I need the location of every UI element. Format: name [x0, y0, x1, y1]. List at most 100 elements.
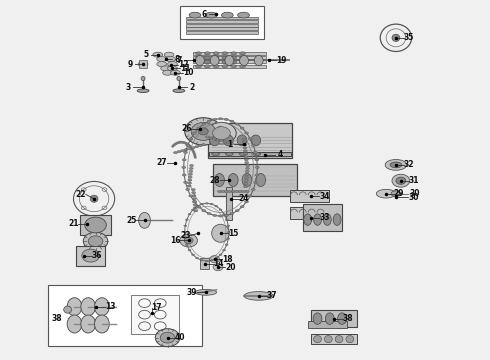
Ellipse shape	[243, 141, 246, 143]
Ellipse shape	[335, 336, 343, 343]
Ellipse shape	[155, 329, 180, 347]
Ellipse shape	[138, 62, 148, 67]
Ellipse shape	[193, 198, 196, 200]
Ellipse shape	[240, 52, 245, 55]
Ellipse shape	[245, 162, 248, 164]
Ellipse shape	[219, 215, 222, 217]
Ellipse shape	[188, 249, 191, 251]
Text: 37: 37	[267, 292, 277, 300]
Ellipse shape	[83, 232, 108, 250]
Ellipse shape	[230, 212, 234, 215]
Ellipse shape	[182, 159, 186, 161]
Ellipse shape	[180, 234, 197, 247]
Ellipse shape	[239, 153, 247, 156]
Ellipse shape	[225, 244, 228, 246]
Ellipse shape	[242, 174, 252, 186]
Ellipse shape	[160, 332, 175, 343]
Ellipse shape	[251, 188, 255, 190]
Ellipse shape	[210, 260, 213, 261]
Ellipse shape	[188, 182, 192, 184]
Ellipse shape	[193, 201, 196, 203]
Ellipse shape	[256, 174, 266, 186]
Ellipse shape	[225, 219, 228, 220]
Ellipse shape	[187, 185, 191, 187]
Ellipse shape	[210, 256, 220, 263]
Ellipse shape	[227, 225, 230, 226]
Ellipse shape	[244, 292, 273, 300]
Text: 18: 18	[222, 255, 233, 264]
Ellipse shape	[184, 181, 188, 184]
Text: 24: 24	[239, 194, 249, 203]
Ellipse shape	[240, 60, 245, 63]
Ellipse shape	[195, 146, 198, 148]
Ellipse shape	[219, 118, 222, 120]
Ellipse shape	[391, 191, 401, 197]
Text: 5: 5	[144, 50, 148, 59]
Ellipse shape	[207, 122, 236, 144]
Ellipse shape	[245, 201, 248, 203]
Text: 7: 7	[176, 56, 181, 65]
Ellipse shape	[231, 60, 237, 63]
Ellipse shape	[325, 313, 334, 324]
Ellipse shape	[202, 123, 206, 125]
Ellipse shape	[240, 127, 244, 129]
Ellipse shape	[168, 62, 177, 67]
Ellipse shape	[396, 177, 406, 184]
Ellipse shape	[188, 176, 192, 178]
Bar	[308, 321, 347, 328]
Ellipse shape	[251, 135, 261, 146]
Ellipse shape	[200, 203, 203, 205]
Ellipse shape	[231, 190, 235, 193]
Text: 36: 36	[92, 251, 102, 260]
Ellipse shape	[188, 179, 192, 181]
Ellipse shape	[224, 190, 228, 193]
Ellipse shape	[139, 212, 150, 228]
Ellipse shape	[246, 164, 250, 166]
Ellipse shape	[207, 212, 211, 215]
Ellipse shape	[245, 167, 249, 170]
Ellipse shape	[324, 336, 332, 343]
Ellipse shape	[195, 289, 217, 295]
Ellipse shape	[173, 152, 177, 154]
Ellipse shape	[244, 183, 248, 185]
Ellipse shape	[196, 52, 201, 55]
Ellipse shape	[213, 60, 219, 63]
Ellipse shape	[81, 315, 96, 333]
Text: 38: 38	[343, 314, 353, 323]
Ellipse shape	[240, 55, 248, 66]
Ellipse shape	[212, 224, 229, 242]
Text: 9: 9	[128, 60, 133, 69]
Ellipse shape	[189, 170, 193, 172]
Ellipse shape	[385, 159, 407, 170]
Ellipse shape	[213, 214, 217, 216]
Ellipse shape	[189, 195, 193, 197]
Ellipse shape	[196, 60, 201, 63]
Ellipse shape	[197, 206, 201, 208]
Ellipse shape	[244, 180, 248, 182]
Ellipse shape	[227, 238, 230, 239]
Ellipse shape	[184, 225, 187, 226]
Text: 8: 8	[175, 55, 180, 64]
Ellipse shape	[212, 153, 220, 156]
Ellipse shape	[224, 214, 228, 216]
Text: 16: 16	[170, 236, 181, 245]
Ellipse shape	[192, 254, 195, 256]
Text: 34: 34	[319, 192, 330, 201]
Ellipse shape	[184, 237, 193, 244]
Ellipse shape	[225, 153, 233, 156]
Ellipse shape	[194, 207, 197, 209]
Ellipse shape	[182, 166, 186, 168]
Ellipse shape	[166, 57, 175, 62]
Ellipse shape	[254, 55, 263, 66]
Bar	[303, 204, 342, 231]
Ellipse shape	[253, 153, 261, 156]
Ellipse shape	[204, 56, 210, 59]
Ellipse shape	[202, 210, 206, 212]
Ellipse shape	[186, 144, 190, 147]
Ellipse shape	[376, 189, 396, 198]
Ellipse shape	[213, 118, 217, 121]
Ellipse shape	[222, 213, 225, 215]
Ellipse shape	[216, 139, 220, 141]
Ellipse shape	[251, 144, 255, 147]
Bar	[200, 258, 209, 269]
